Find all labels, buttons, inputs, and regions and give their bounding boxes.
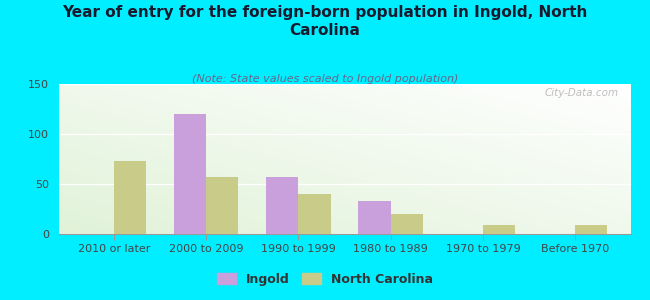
Bar [391, 214, 423, 234]
Bar [114, 161, 146, 234]
Text: (Note: State values scaled to Ingold population): (Note: State values scaled to Ingold pop… [192, 74, 458, 83]
Text: City-Data.com: City-Data.com [545, 88, 619, 98]
Bar [483, 225, 515, 234]
Bar [358, 201, 391, 234]
Legend: Ingold, North Carolina: Ingold, North Carolina [212, 268, 438, 291]
Bar [174, 114, 206, 234]
Bar [206, 177, 239, 234]
Bar [266, 177, 298, 234]
Bar [298, 194, 331, 234]
Bar [575, 225, 608, 234]
Text: Year of entry for the foreign-born population in Ingold, North
Carolina: Year of entry for the foreign-born popul… [62, 4, 588, 38]
